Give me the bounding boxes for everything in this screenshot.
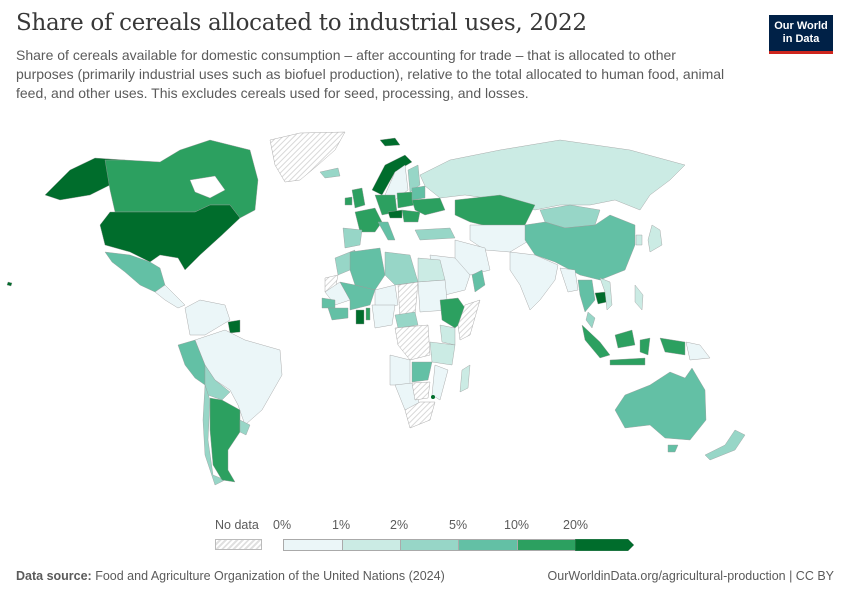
- country-belarus[interactable]: [411, 185, 426, 201]
- legend-tick-label-5: 20%: [563, 518, 589, 532]
- country-oman[interactable]: [471, 269, 486, 293]
- legend-no-data-label: No data: [215, 518, 259, 532]
- country-italy[interactable]: [377, 221, 396, 241]
- legend-no-data-swatch[interactable]: [215, 539, 262, 550]
- country-philippines[interactable]: [634, 284, 644, 311]
- region-central-america[interactable]: [154, 284, 186, 309]
- country-new-zealand[interactable]: [704, 429, 746, 461]
- country-korea[interactable]: [635, 234, 643, 246]
- country-zambia[interactable]: [411, 361, 433, 383]
- data-source: Data source: Food and Agriculture Organi…: [16, 569, 445, 583]
- country-malaysia[interactable]: [585, 311, 596, 329]
- country-suriname[interactable]: [227, 319, 241, 334]
- legend-bin-20-plus[interactable]: [575, 539, 635, 551]
- country-argentina[interactable]: [209, 397, 241, 483]
- country-angola[interactable]: [389, 354, 411, 386]
- country-ghana[interactable]: [355, 309, 365, 325]
- data-source-text: Food and Agriculture Organization of the…: [95, 569, 445, 583]
- country-spain[interactable]: [342, 227, 363, 249]
- world-map[interactable]: [0, 120, 850, 510]
- country-ireland[interactable]: [344, 196, 353, 206]
- legend-tick-label-0: 0%: [273, 518, 292, 532]
- logo-line-2: in Data: [782, 33, 820, 45]
- country-kenya[interactable]: [439, 324, 456, 346]
- country-china[interactable]: [524, 214, 636, 281]
- source-url-link[interactable]: OurWorldinData.org/agricultural-producti…: [547, 569, 834, 583]
- country-ukraine[interactable]: [411, 197, 446, 216]
- country-australia[interactable]: [614, 367, 707, 441]
- country-india[interactable]: [509, 251, 559, 311]
- country-indonesia[interactable]: [581, 324, 686, 366]
- data-source-label: Data source:: [16, 569, 92, 583]
- country-car[interactable]: [394, 311, 419, 329]
- country-myanmar[interactable]: [559, 267, 579, 293]
- country-svalbard[interactable]: [379, 137, 401, 147]
- country-mali[interactable]: [339, 281, 376, 311]
- country-libya[interactable]: [384, 251, 419, 286]
- logo-line-1: Our World: [774, 20, 828, 32]
- legend-tick-label-3: 5%: [449, 518, 468, 532]
- country-tanzania[interactable]: [429, 341, 456, 366]
- country-russia[interactable]: [419, 139, 686, 211]
- legend-bin-2-5[interactable]: [400, 539, 458, 551]
- country-guinea-region[interactable]: [327, 307, 349, 321]
- country-japan[interactable]: [647, 224, 663, 253]
- country-tasmania[interactable]: [667, 444, 679, 453]
- country-papua-new-guinea[interactable]: [685, 341, 711, 361]
- country-usa[interactable]: [99, 204, 241, 271]
- country-eswatini[interactable]: [431, 395, 435, 399]
- country-uk[interactable]: [351, 187, 366, 209]
- country-south-africa[interactable]: [404, 401, 436, 429]
- legend-tick-label-1: 1%: [332, 518, 351, 532]
- legend-tick-label-4: 10%: [504, 518, 530, 532]
- country-somalia[interactable]: [457, 299, 481, 341]
- country-hawaii[interactable]: [6, 281, 13, 287]
- country-hungary[interactable]: [387, 209, 403, 219]
- country-algeria[interactable]: [349, 247, 386, 291]
- country-canada[interactable]: [104, 139, 259, 219]
- country-turkey[interactable]: [414, 227, 456, 241]
- country-france[interactable]: [354, 207, 383, 233]
- country-finland[interactable]: [407, 164, 421, 193]
- country-drc[interactable]: [394, 324, 431, 361]
- chart-subtitle: Share of cereals available for domestic …: [16, 47, 725, 101]
- owid-logo[interactable]: Our World in Data: [769, 15, 833, 54]
- country-mozambique[interactable]: [431, 364, 449, 401]
- country-iceland[interactable]: [319, 167, 341, 179]
- country-romania[interactable]: [401, 209, 421, 223]
- legend: No data 0% 1% 2% 5% 10% 20%: [0, 510, 850, 555]
- country-greenland[interactable]: [269, 131, 346, 183]
- chart-title: Share of cereals allocated to industrial…: [16, 10, 587, 36]
- country-madagascar[interactable]: [459, 364, 471, 393]
- country-zimbabwe[interactable]: [411, 381, 431, 401]
- country-vietnam[interactable]: [599, 277, 613, 311]
- legend-bin-10-20[interactable]: [517, 539, 575, 551]
- country-togo[interactable]: [365, 307, 371, 321]
- country-thailand[interactable]: [577, 279, 596, 313]
- country-niger[interactable]: [374, 284, 399, 309]
- legend-bin-5-10[interactable]: [458, 539, 517, 551]
- country-uruguay[interactable]: [239, 419, 251, 436]
- country-senegal[interactable]: [321, 297, 336, 309]
- country-nigeria[interactable]: [371, 304, 396, 329]
- legend-bin-1-2[interactable]: [342, 539, 400, 551]
- legend-bin-0-1[interactable]: [283, 539, 342, 551]
- legend-tick-label-2: 2%: [390, 518, 409, 532]
- country-colombia-venezuela[interactable]: [184, 299, 231, 336]
- hudson-bay: [189, 175, 226, 199]
